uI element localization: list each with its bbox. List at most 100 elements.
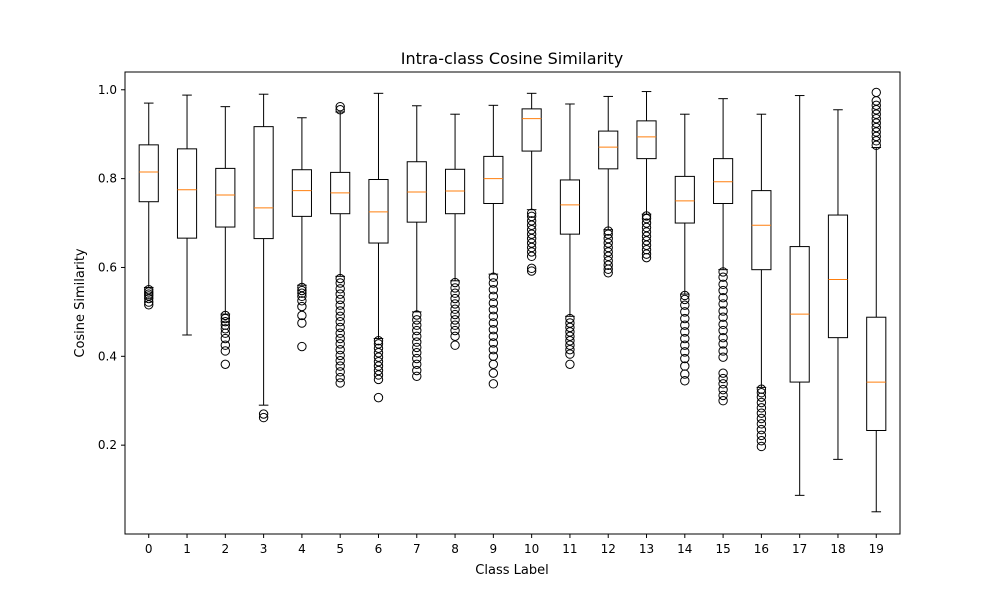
outlier-point: [450, 288, 460, 298]
outlier-point: [871, 100, 881, 111]
outlier-point: [680, 294, 690, 305]
x-tick-label: 16: [754, 542, 769, 556]
outlier-point: [297, 288, 307, 298]
outlier-point: [718, 267, 728, 277]
chart-title: Intra-class Cosine Similarity: [401, 49, 624, 68]
outlier-point: [718, 306, 728, 316]
outlier-point: [756, 430, 767, 441]
outlier-point: [258, 409, 269, 419]
outlier-point: [718, 390, 728, 401]
outlier-point: [526, 266, 537, 276]
outlier-point: [603, 229, 613, 239]
outlier-point: [412, 342, 422, 353]
y-tick-label: 0.8: [98, 172, 117, 186]
y-tick-label: 0.2: [98, 438, 117, 452]
outlier-point: [450, 309, 460, 320]
outlier-point: [756, 397, 767, 408]
outlier-point: [526, 211, 537, 222]
x-tick-label: 4: [298, 542, 306, 556]
outlier-point: [335, 284, 345, 294]
outlier-point: [297, 285, 307, 296]
outlier-point: [680, 320, 690, 330]
outlier-point: [297, 301, 307, 312]
outlier-point: [488, 278, 499, 288]
outlier-point: [680, 307, 690, 317]
outlier-point: [144, 284, 154, 295]
x-tick-label: 14: [677, 542, 692, 556]
outlier-point: [718, 292, 728, 303]
outlier-point: [412, 325, 422, 336]
outlier-point: [680, 333, 690, 344]
outlier-point: [220, 316, 231, 327]
outlier-point: [526, 263, 537, 274]
outlier-point: [335, 350, 345, 361]
outlier-point: [373, 343, 384, 354]
outlier-point: [258, 412, 269, 423]
outlier-point: [220, 320, 231, 330]
outlier-point: [335, 361, 345, 371]
outlier-point: [488, 284, 499, 295]
x-tick-label: 15: [715, 542, 730, 556]
outlier-point: [756, 441, 767, 452]
outlier-point: [718, 325, 728, 336]
outlier-point: [641, 213, 652, 224]
outlier-point: [488, 304, 499, 315]
outlier-point: [603, 226, 613, 236]
x-tick-label: 13: [639, 542, 654, 556]
outlier-point: [718, 299, 728, 309]
x-tick-label: 7: [413, 542, 421, 556]
outlier-point: [373, 392, 384, 403]
outlier-point: [335, 289, 345, 299]
outlier-point: [450, 325, 460, 336]
outlier-point: [718, 396, 728, 406]
outlier-point: [144, 287, 154, 297]
y-tick-label: 1.0: [98, 83, 117, 97]
outlier-point: [718, 346, 728, 356]
outlier-point: [718, 339, 728, 349]
x-tick-label: 8: [451, 542, 459, 556]
x-tick-label: 3: [260, 542, 268, 556]
outlier-point: [565, 318, 575, 328]
x-tick-label: 19: [869, 542, 884, 556]
box-iqr: [215, 167, 236, 228]
outlier-point: [718, 373, 728, 384]
outlier-point: [335, 339, 345, 349]
x-tick-label: 9: [490, 542, 498, 556]
box-iqr: [138, 144, 159, 203]
outlier-point: [450, 299, 460, 309]
outlier-point: [412, 320, 422, 330]
outlier-point: [144, 289, 154, 299]
outlier-point: [297, 341, 307, 352]
outlier-point: [526, 216, 537, 226]
outlier-point: [756, 424, 767, 435]
outlier-point: [718, 379, 728, 389]
outlier-point: [680, 313, 690, 324]
outlier-point: [220, 324, 231, 334]
outlier-point: [335, 328, 345, 338]
outlier-point: [718, 312, 728, 322]
outlier-point: [718, 368, 728, 378]
box-iqr: [176, 148, 198, 239]
outlier-point: [412, 359, 422, 370]
box-iqr: [483, 155, 504, 204]
outlier-point: [335, 322, 345, 333]
outlier-point: [488, 318, 499, 328]
box-iqr: [291, 169, 312, 217]
outlier-point: [565, 359, 575, 370]
outlier-point: [756, 436, 767, 446]
x-tick-label: 1: [183, 542, 191, 556]
outlier-point: [220, 340, 231, 350]
outlier-point: [335, 278, 345, 288]
outlier-point: [718, 279, 728, 290]
outlier-point: [641, 218, 652, 228]
outlier-point: [488, 379, 499, 389]
x-tick-label: 11: [562, 542, 577, 556]
outlier-point: [488, 331, 499, 342]
outlier-point: [488, 324, 499, 335]
outlier-point: [718, 332, 728, 343]
outlier-point: [680, 290, 690, 301]
x-tick-label: 5: [336, 542, 344, 556]
outlier-point: [526, 208, 537, 218]
